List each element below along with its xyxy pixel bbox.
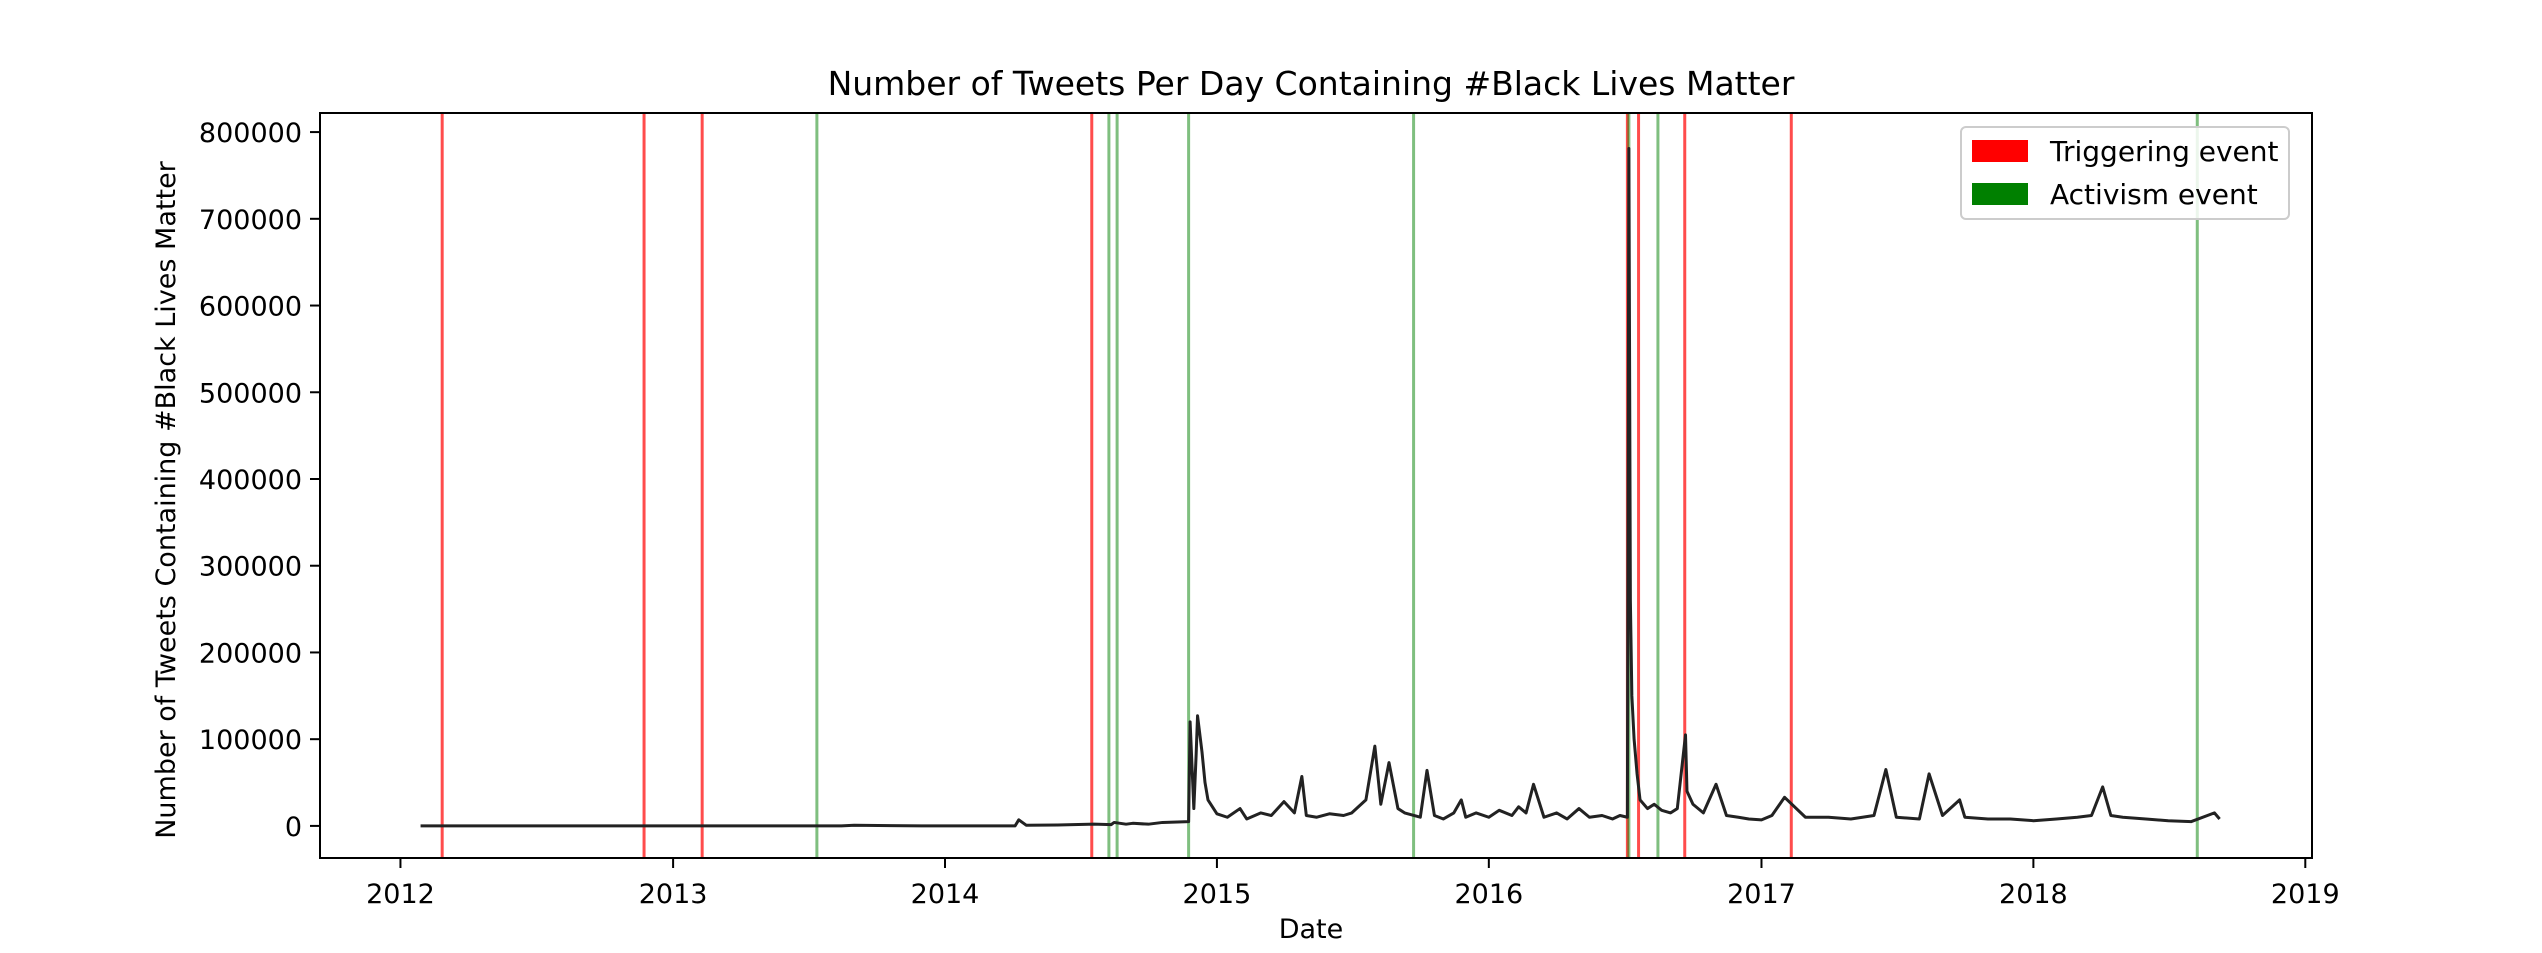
x-tick-label-0: 2012 [366, 879, 435, 910]
y-tick-label-5: 500000 [199, 378, 302, 409]
legend-swatch-triggering [1972, 140, 2028, 162]
x-tick-label-3: 2015 [1183, 879, 1252, 910]
legend: Triggering event Activism event [1960, 126, 2290, 220]
legend-label-activism: Activism event [2050, 178, 2258, 211]
y-tick-label-4: 400000 [199, 465, 302, 496]
x-axis-label: Date [1279, 914, 1344, 945]
y-tick-label-0: 0 [285, 812, 302, 843]
legend-label-triggering: Triggering event [2049, 135, 2279, 168]
y-tick-label-1: 100000 [199, 725, 302, 756]
y-tick-label-2: 200000 [199, 638, 302, 669]
axes-frame [319, 112, 2313, 859]
x-tick-label-7: 2019 [2271, 879, 2340, 910]
legend-swatch-activism [1972, 183, 2028, 205]
x-tick-label-1: 2013 [639, 879, 708, 910]
x-tick-label-6: 2018 [1999, 879, 2068, 910]
x-tick-label-2: 2014 [911, 879, 980, 910]
series-line-0 [420, 147, 2221, 828]
x-tick-label-5: 2017 [1727, 879, 1796, 910]
chart-title: Number of Tweets Per Day Containing #Bla… [828, 64, 1795, 103]
y-tick-label-3: 300000 [199, 552, 302, 583]
y-axis-label: Number of Tweets Containing #Black Lives… [151, 160, 182, 838]
x-tick-label-4: 2016 [1454, 879, 1523, 910]
y-tick-label-8: 800000 [199, 118, 302, 149]
plot-area: 2012 2013 2014 2015 2016 2017 2018 2019 0 100000 2… [199, 112, 2340, 910]
y-tick-label-6: 600000 [199, 292, 302, 323]
y-tick-label-7: 700000 [199, 205, 302, 236]
legend-box [1960, 126, 2290, 220]
